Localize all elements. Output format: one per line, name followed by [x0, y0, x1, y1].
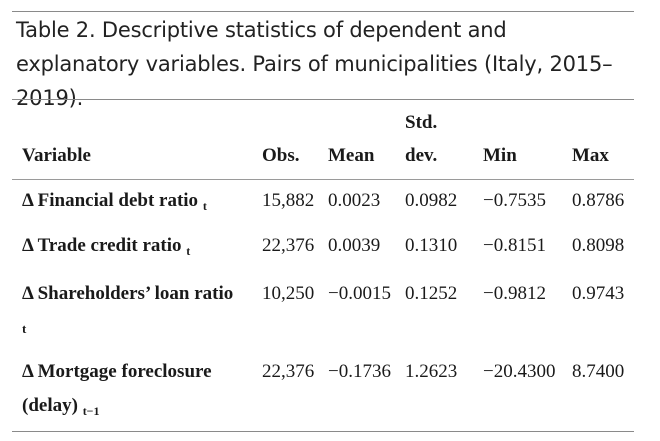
- cell-obs: 15,882: [262, 190, 315, 211]
- header-variable: Variable: [22, 145, 91, 166]
- table-top-rule: [12, 11, 634, 12]
- header-std-line2: dev.: [405, 145, 438, 166]
- cell-obs: 22,376: [262, 361, 315, 382]
- row-variable-name: Δ Mortgage foreclosure: [22, 361, 212, 382]
- cell-min: −0.7535: [483, 190, 546, 211]
- cell-max: 8.7400: [572, 361, 625, 382]
- header-rule: [12, 179, 634, 180]
- cell-mean: −0.1736: [328, 361, 391, 382]
- cell-std: 0.0982: [405, 190, 458, 211]
- row-variable-name: Δ Trade credit ratio t: [22, 235, 191, 258]
- cell-max: 0.9743: [572, 283, 625, 304]
- cell-std: 1.2623: [405, 361, 458, 382]
- caption-bottom-rule: [12, 99, 634, 100]
- header-max: Max: [572, 145, 609, 166]
- cell-mean: 0.0039: [328, 235, 381, 256]
- header-obs: Obs.: [262, 145, 300, 166]
- cell-std: 0.1252: [405, 283, 458, 304]
- row-variable-name-cont: (delay) t−1: [22, 395, 100, 418]
- cell-min: −0.8151: [483, 235, 546, 256]
- cell-min: −0.9812: [483, 283, 546, 304]
- cell-std: 0.1310: [405, 235, 458, 256]
- header-mean: Mean: [328, 145, 375, 166]
- cell-max: 0.8786: [572, 190, 625, 211]
- table-caption: Table 2. Descriptive statistics of depen…: [16, 18, 613, 110]
- table-bottom-rule: [12, 431, 634, 432]
- cell-mean: 0.0023: [328, 190, 381, 211]
- header-std-line1: Std.: [405, 112, 438, 133]
- cell-mean: −0.0015: [328, 283, 391, 304]
- row-variable-name: Δ Financial debt ratio t: [22, 190, 207, 213]
- header-min: Min: [483, 145, 517, 166]
- cell-min: −20.4300: [483, 361, 556, 382]
- row-variable-subscript: t: [22, 321, 27, 336]
- row-variable-name: Δ Shareholders’ loan ratio: [22, 283, 234, 304]
- cell-obs: 10,250: [262, 283, 315, 304]
- cell-obs: 22,376: [262, 235, 315, 256]
- cell-max: 0.8098: [572, 235, 625, 256]
